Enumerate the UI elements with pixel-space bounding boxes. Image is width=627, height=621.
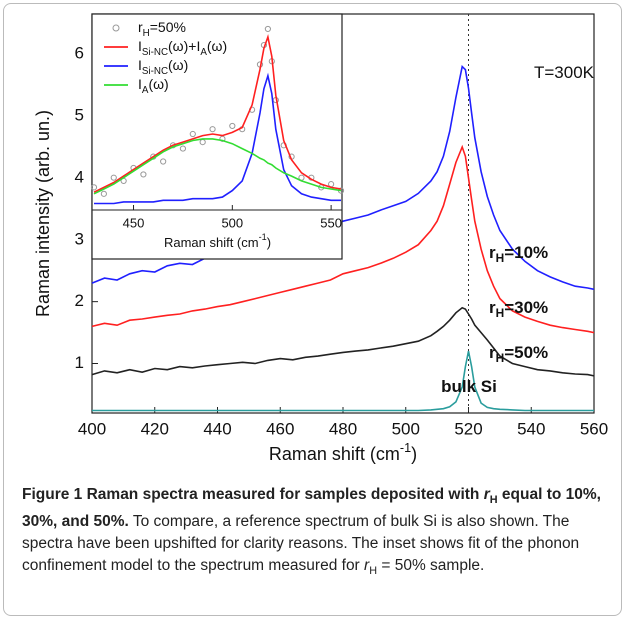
y-tick-label: 3: [75, 229, 84, 248]
data-point: [179, 145, 187, 152]
annotation-part: =30%: [504, 298, 548, 317]
inset-x-axis-title-part: -1: [259, 232, 267, 242]
x-tick-label: 450: [123, 215, 145, 230]
x-tick-label: 550: [320, 215, 342, 230]
caption: Figure 1 Raman spectra measured for samp…: [22, 484, 612, 582]
x-tick-label: 500: [392, 419, 420, 438]
annotation: rH=30%: [489, 298, 548, 320]
x-tick-label: 520: [454, 419, 482, 438]
annotation-part: =50%: [504, 343, 548, 362]
data-point: [160, 158, 167, 165]
x-tick-label: 440: [203, 419, 231, 438]
y-tick-label: 6: [75, 44, 84, 63]
legend-label-part: A: [200, 47, 207, 58]
legend-label-part: Si-NC: [142, 66, 168, 77]
inset-x-axis-title-part: ): [267, 235, 271, 250]
x-tick-label: 460: [266, 419, 294, 438]
data-point: [110, 174, 117, 181]
x-axis-title-part: Raman shift (cm: [269, 444, 400, 464]
legend-label-part: (ω): [168, 57, 188, 73]
legend-label-part: (ω)+I: [168, 38, 200, 54]
series-line: [93, 34, 342, 193]
y-tick-label: 2: [75, 291, 84, 310]
x-tick-label: 560: [580, 419, 608, 438]
inset-x-axis-title: Raman shift (cm-1): [164, 232, 271, 250]
legend-label: IA(ω): [138, 76, 169, 96]
legend-label: ISi-NC(ω)+IA(ω): [138, 38, 227, 58]
caption-text: = 50% sample.: [377, 557, 485, 575]
annotation-part: T=300K: [534, 63, 595, 82]
annotation-part: =10%: [504, 243, 548, 262]
data-point: [140, 171, 147, 178]
legend-label: rH=50%: [138, 19, 186, 39]
series-line: [94, 72, 341, 205]
caption-text: H: [369, 565, 378, 578]
y-tick-label: 4: [75, 167, 84, 186]
inset-background: [91, 13, 343, 260]
caption-text: r: [364, 557, 370, 575]
series-line: [91, 306, 595, 377]
annotation-part: H: [496, 306, 505, 320]
annotation: rH=10%: [489, 243, 548, 265]
series-line: [93, 138, 342, 195]
x-axis-title: Raman shift (cm-1): [269, 441, 417, 463]
annotation-part: H: [496, 251, 505, 265]
annotation-part: r: [489, 298, 496, 317]
data-point: [189, 130, 196, 138]
x-tick-label: 540: [517, 419, 545, 438]
caption-text: To compare, a reference spectrum of bulk…: [22, 513, 580, 575]
x-axis-title-part: ): [411, 444, 417, 464]
legend-label-part: Si-NC: [142, 47, 168, 58]
data-point: [229, 122, 236, 130]
legend-label-part: H: [143, 28, 150, 39]
series-line: [91, 144, 595, 334]
x-tick-label: 480: [329, 419, 357, 438]
legend-label: ISi-NC(ω): [138, 57, 188, 77]
annotation-part: r: [489, 343, 496, 362]
legend-marker: [112, 24, 120, 32]
x-tick-label: 420: [141, 419, 169, 438]
annotation: T=300K: [534, 63, 595, 82]
x-axis-title-part: -1: [400, 441, 411, 455]
annotation: rH=50%: [489, 343, 548, 365]
legend-label-part: =50%: [150, 19, 186, 35]
legend-label-part: I: [138, 76, 142, 92]
annotation-part: r: [489, 243, 496, 262]
legend-label-part: I: [138, 57, 142, 73]
figure-frame: 400 420 440 460 480 500 520 540 560 1 2 3 4 5 6 Raman s…: [3, 3, 622, 616]
x-tick-label: 400: [78, 419, 106, 438]
series-line: [92, 350, 594, 412]
y-axis-title: Raman intensity (arb. un.): [33, 110, 53, 317]
data-point: [90, 184, 98, 191]
data-point: [209, 126, 216, 133]
chart: 400 420 440 460 480 500 520 540 560 1 2 3 4 5 6 Raman s…: [33, 13, 608, 464]
caption-text: Figure 1 Raman spectra measured for samp…: [22, 486, 484, 503]
y-tick-label: 1: [75, 353, 84, 372]
series-line: [91, 65, 595, 291]
legend-label-part: (ω): [148, 76, 168, 92]
legend-label-part: r: [138, 19, 143, 35]
inset-x-axis-title-part: Raman shift (cm: [164, 235, 259, 250]
annotation-part: H: [496, 351, 505, 365]
data-point: [100, 190, 107, 197]
legend-label-part: A: [142, 85, 149, 96]
caption-text: r: [483, 486, 490, 503]
x-tick-label: 500: [221, 215, 243, 230]
caption-text: H: [489, 494, 498, 507]
legend-label-part: (ω): [207, 38, 227, 54]
caption-text: equal to 10%, 30%, and 50%.: [22, 486, 601, 531]
annotation: bulk Si: [441, 377, 497, 396]
annotation-part: bulk Si: [441, 377, 497, 396]
y-tick-label: 5: [75, 106, 84, 125]
legend-label-part: I: [138, 38, 142, 54]
data-point: [264, 25, 271, 33]
